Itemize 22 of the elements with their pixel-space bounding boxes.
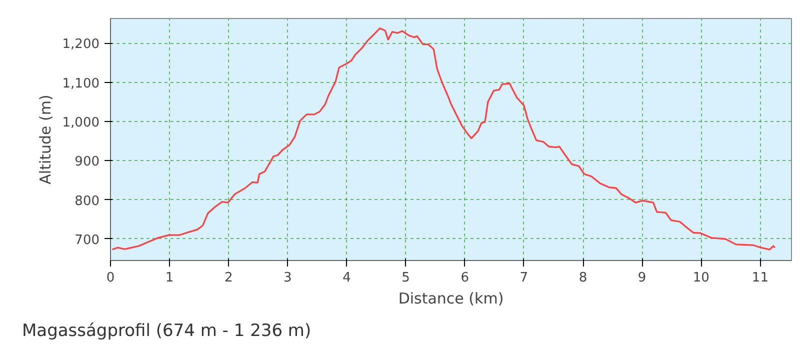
x-tick-label: 2 (224, 270, 233, 286)
x-tick-label: 4 (342, 270, 351, 286)
x-tick-label: 0 (106, 270, 115, 286)
y-tick-label: 1,100 (62, 76, 100, 92)
y-tick-label: 700 (74, 232, 100, 248)
x-tick-label: 8 (578, 270, 588, 286)
x-tick-label: 9 (638, 270, 646, 286)
x-tick-label: 10 (692, 270, 710, 286)
line-series (111, 27, 776, 250)
x-axis-title: Distance (km) (398, 290, 504, 308)
x-tick-label: 1 (165, 270, 174, 286)
x-tick-label: 11 (752, 270, 768, 286)
y-tick-label: 1,000 (62, 115, 100, 130)
y-tick-label: 900 (74, 154, 100, 170)
x-tick-label: 7 (520, 270, 528, 286)
y-axis-title: Altitude (m) (36, 94, 54, 184)
y-tick-label: 1,200 (62, 37, 100, 52)
y-tick-label: 800 (74, 194, 100, 209)
x-tick-label: 6 (460, 270, 470, 286)
text: Magasságprofil (674 m - 1 236 m) (22, 320, 312, 343)
x-tick-label: 5 (402, 270, 410, 286)
x-tick-label: 3 (284, 270, 292, 286)
